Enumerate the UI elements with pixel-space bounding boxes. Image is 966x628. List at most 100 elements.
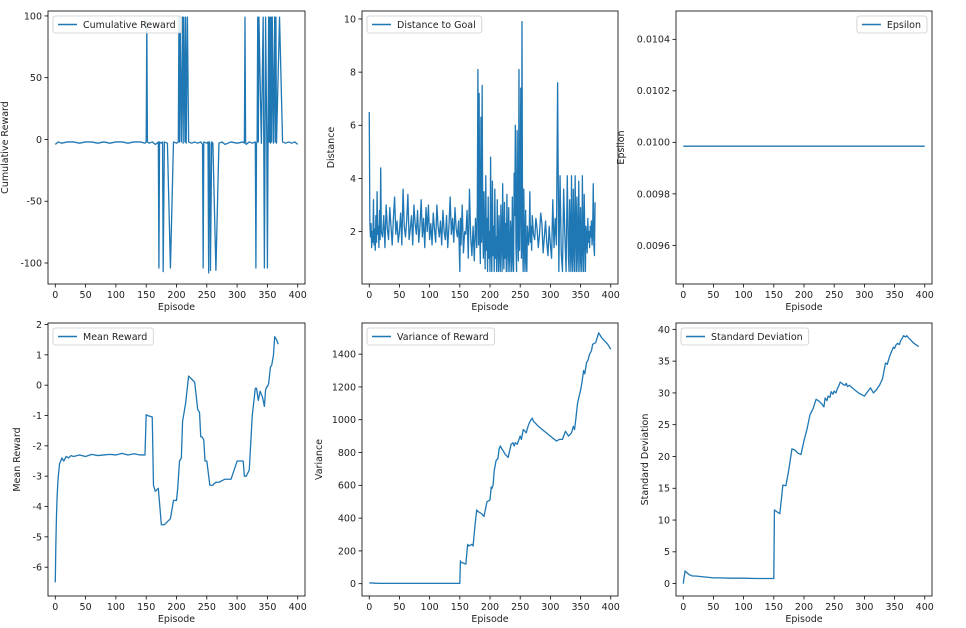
y-tick-label: 600 [338,481,356,492]
y-tick-label: 8 [350,68,356,79]
x-axis-label: Episode [471,302,508,313]
y-tick-label: 0 [36,381,42,392]
x-tick-label: 150 [451,290,469,301]
legend: Mean Reward [52,327,154,346]
x-tick-label: 350 [571,290,589,301]
chart-panel: 0 50 100 150 200 250 300 350 400 2 4 6 8 10 Episode Dis… [326,10,620,313]
x-tick-label: 400 [602,602,620,613]
x-tick-label: 0 [52,602,58,613]
x-tick-label: 200 [481,602,499,613]
legend-label: Mean Reward [83,332,147,343]
x-tick-label: 350 [885,290,903,301]
y-tick-label: -4 [33,502,42,513]
y-tick-label: -1 [33,411,42,422]
y-tick-label: 0.0102 [637,86,670,97]
x-tick-label: 100 [735,290,753,301]
x-tick-label: 100 [107,602,125,613]
x-axis-label: Episode [471,614,508,625]
legend: Epsilon [856,15,928,34]
plot-area [676,11,932,284]
y-tick-label: 6 [350,121,356,132]
x-tick-label: 350 [258,290,276,301]
x-tick-label: 50 [393,602,405,613]
x-tick-label: 400 [289,290,307,301]
legend-label: Distance to Goal [397,20,476,31]
y-tick-label: 25 [658,420,670,431]
x-tick-label: 150 [137,602,155,613]
x-tick-label: 200 [167,602,185,613]
x-tick-label: 100 [421,290,439,301]
y-tick-label: 4 [350,174,356,185]
x-tick-label: 0 [366,602,372,613]
x-tick-label: 100 [107,290,125,301]
legend-box [52,327,154,346]
x-tick-label: 50 [393,290,405,301]
y-tick-label: 10 [344,14,356,25]
chart-panel: 0 50 100 150 200 250 300 350 400 -6 -5 -4 -3 -2 -1 0 1 2 E… [12,320,307,625]
x-tick-label: 250 [511,290,529,301]
x-tick-label: 250 [825,290,843,301]
y-tick-label: -5 [33,532,42,543]
legend-label: Variance of Reward [397,332,489,343]
x-tick-label: 300 [541,602,559,613]
x-axis-label: Episode [158,614,195,625]
series-line [54,16,299,274]
x-tick-label: 0 [680,602,686,613]
y-tick-label: 0 [350,579,356,590]
x-tick-label: 200 [481,290,499,301]
legend-label: Cumulative Reward [83,20,176,31]
y-tick-label: 10 [658,515,670,526]
y-tick-label: 0.0100 [637,138,670,149]
y-axis-label: Standard Deviation [640,414,651,506]
x-tick-label: 150 [765,290,783,301]
legend-box [366,15,483,34]
x-tick-label: 150 [765,602,783,613]
y-tick-label: 800 [338,448,356,459]
chart-panel: 0 50 100 150 200 250 300 350 400 0 200 400 600 800 100… [314,322,620,625]
y-tick-label: 50 [30,73,42,84]
x-tick-label: 350 [571,602,589,613]
legend: Standard Deviation [680,327,810,346]
y-tick-label: 30 [658,388,670,399]
x-tick-label: 350 [258,602,276,613]
legend-box [52,15,183,34]
y-tick-label: 20 [658,452,670,463]
x-tick-label: 50 [80,602,92,613]
x-tick-label: 400 [916,602,934,613]
plot-area [676,323,932,596]
x-tick-label: 0 [680,290,686,301]
x-tick-label: 400 [916,290,934,301]
x-tick-label: 100 [735,602,753,613]
y-tick-label: 0.0096 [637,241,670,252]
y-tick-label: 1 [36,350,42,361]
series-line [54,335,279,583]
y-tick-label: -100 [20,258,42,269]
y-tick-label: 400 [338,514,356,525]
y-tick-label: 0.0098 [637,189,670,200]
y-tick-label: 100 [24,11,42,22]
plot-area [362,323,618,596]
y-tick-label: 1400 [332,350,356,361]
x-tick-label: 300 [228,290,246,301]
y-axis-label: Variance [314,439,325,480]
legend: Distance to Goal [366,15,483,34]
x-tick-label: 50 [707,602,719,613]
legend-box [366,327,496,346]
y-tick-label: -6 [33,563,42,574]
y-tick-label: 40 [658,325,670,336]
x-tick-label: 400 [602,290,620,301]
x-tick-label: 250 [198,290,216,301]
chart-panel: 0 50 100 150 200 250 300 350 400 0.0096 0.0098 0.01… [616,10,934,313]
y-tick-label: 1000 [332,415,356,426]
x-tick-label: 300 [541,290,559,301]
x-tick-label: 300 [228,602,246,613]
legend-box [680,327,810,346]
x-tick-label: 250 [511,602,529,613]
x-axis-label: Episode [785,302,822,313]
x-tick-label: 300 [855,290,873,301]
series-line [682,335,920,584]
x-tick-label: 250 [825,602,843,613]
y-tick-label: -50 [26,197,42,208]
y-tick-label: 200 [338,546,356,557]
